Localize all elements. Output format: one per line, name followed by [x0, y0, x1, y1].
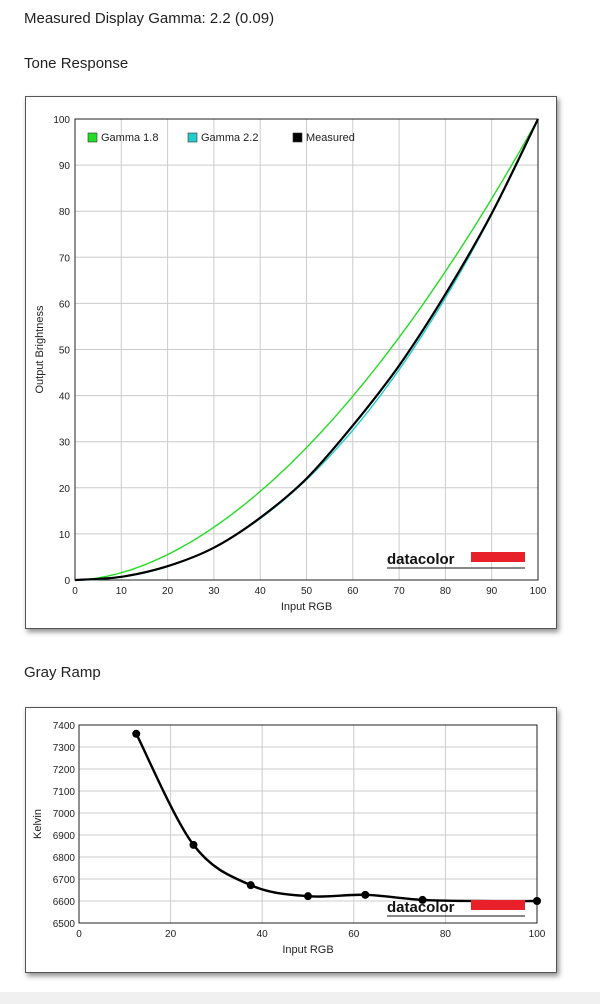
- gray-ramp-chart-panel: 0 20 40 60 80 100 6500 6600 6700 6800 6900 7000 7100…: [25, 707, 557, 973]
- datacolor-logo-text: datacolor: [387, 551, 455, 568]
- page-footer-strip: [0, 992, 600, 1004]
- series-line-gamma-1-8: [74, 118, 539, 581]
- kelvin-data-point: [246, 881, 255, 890]
- x-tick-label: 90: [486, 586, 498, 597]
- y-tick-label: 7300: [53, 743, 76, 754]
- x-tick-label: 100: [529, 929, 546, 940]
- kelvin-data-point: [132, 729, 141, 738]
- x-tick-label: 0: [72, 586, 78, 597]
- y-tick-label: 50: [59, 346, 71, 357]
- x-tick-label: 70: [394, 586, 406, 597]
- x-tick-label: 20: [165, 929, 177, 940]
- y-tick-label: 30: [59, 438, 71, 449]
- x-tick-label: 40: [255, 586, 267, 597]
- y-axis-label: Output Brightness: [34, 305, 46, 394]
- y-tick-label: 60: [59, 299, 71, 310]
- x-tick-label: 60: [348, 929, 360, 940]
- x-tick-label: 40: [257, 929, 269, 940]
- x-tick-label: 30: [208, 586, 220, 597]
- y-tick-label: 0: [64, 576, 70, 587]
- y-tick-label: 40: [59, 392, 71, 403]
- tone-response-chart-panel: 0 10 20 30 40 50 60 70 80 90 100 0 10 20 30 40 50 60 70 80 9…: [25, 96, 557, 629]
- y-tick-label: 70: [59, 253, 71, 264]
- page-title: Measured Display Gamma: 2.2 (0.09): [24, 10, 275, 27]
- x-tick-label: 20: [162, 586, 174, 597]
- y-tick-label: 7000: [53, 809, 76, 820]
- y-tick-label: 7400: [53, 721, 76, 732]
- tone-response-heading: Tone Response: [24, 55, 129, 72]
- legend-swatch: [292, 132, 303, 143]
- x-tick-label: 100: [530, 586, 547, 597]
- y-tick-label: 7100: [53, 787, 76, 798]
- y-tick-label: 80: [59, 207, 71, 218]
- datacolor-logo-text: datacolor: [387, 899, 455, 916]
- x-tick-label: 60: [347, 586, 359, 597]
- y-tick-label: 6900: [53, 831, 76, 842]
- datacolor-logo-bar: [471, 900, 525, 910]
- y-tick-label: 20: [59, 484, 71, 495]
- y-tick-label: 6700: [53, 875, 76, 886]
- x-tick-label: 80: [440, 586, 452, 597]
- legend-label: Measured: [306, 132, 355, 144]
- legend-swatch: [187, 132, 198, 143]
- y-tick-label: 6800: [53, 853, 76, 864]
- x-tick-label: 10: [116, 586, 128, 597]
- x-tick-label: 50: [301, 586, 313, 597]
- legend-label: Gamma 1.8: [101, 132, 158, 144]
- x-axis-label: Input RGB: [282, 944, 333, 956]
- kelvin-data-point: [361, 890, 370, 899]
- kelvin-series-line: [135, 733, 538, 903]
- kelvin-data-point: [189, 840, 198, 849]
- gray-ramp-heading: Gray Ramp: [24, 664, 101, 681]
- plot-area-border: [74, 118, 539, 581]
- tone-response-chart: 0 10 20 30 40 50 60 70 80 90 100 0 10 20 30 40 50 60 70 80 9…: [34, 115, 547, 613]
- legend-swatch: [87, 132, 98, 143]
- y-tick-label: 100: [53, 115, 70, 126]
- kelvin-data-point: [418, 895, 427, 904]
- series-line-measured: [74, 118, 539, 582]
- x-axis-label: Input RGB: [281, 601, 332, 613]
- x-tick-label: 0: [76, 929, 82, 940]
- plot-area-border: [78, 724, 538, 924]
- x-tick-label: 80: [440, 929, 452, 940]
- gray-ramp-chart: 0 20 40 60 80 100 6500 6600 6700 6800 6900 7000 7100…: [32, 721, 546, 956]
- kelvin-data-point: [533, 897, 541, 905]
- legend-label: Gamma 2.2: [201, 132, 258, 144]
- y-tick-label: 90: [59, 161, 71, 172]
- y-tick-label: 6600: [53, 897, 76, 908]
- datacolor-logo-bar: [471, 552, 525, 562]
- y-axis-label: Kelvin: [32, 809, 44, 839]
- kelvin-data-point: [304, 892, 312, 901]
- y-tick-label: 7200: [53, 765, 76, 776]
- y-tick-label: 6500: [53, 919, 76, 930]
- y-tick-label: 10: [59, 530, 71, 541]
